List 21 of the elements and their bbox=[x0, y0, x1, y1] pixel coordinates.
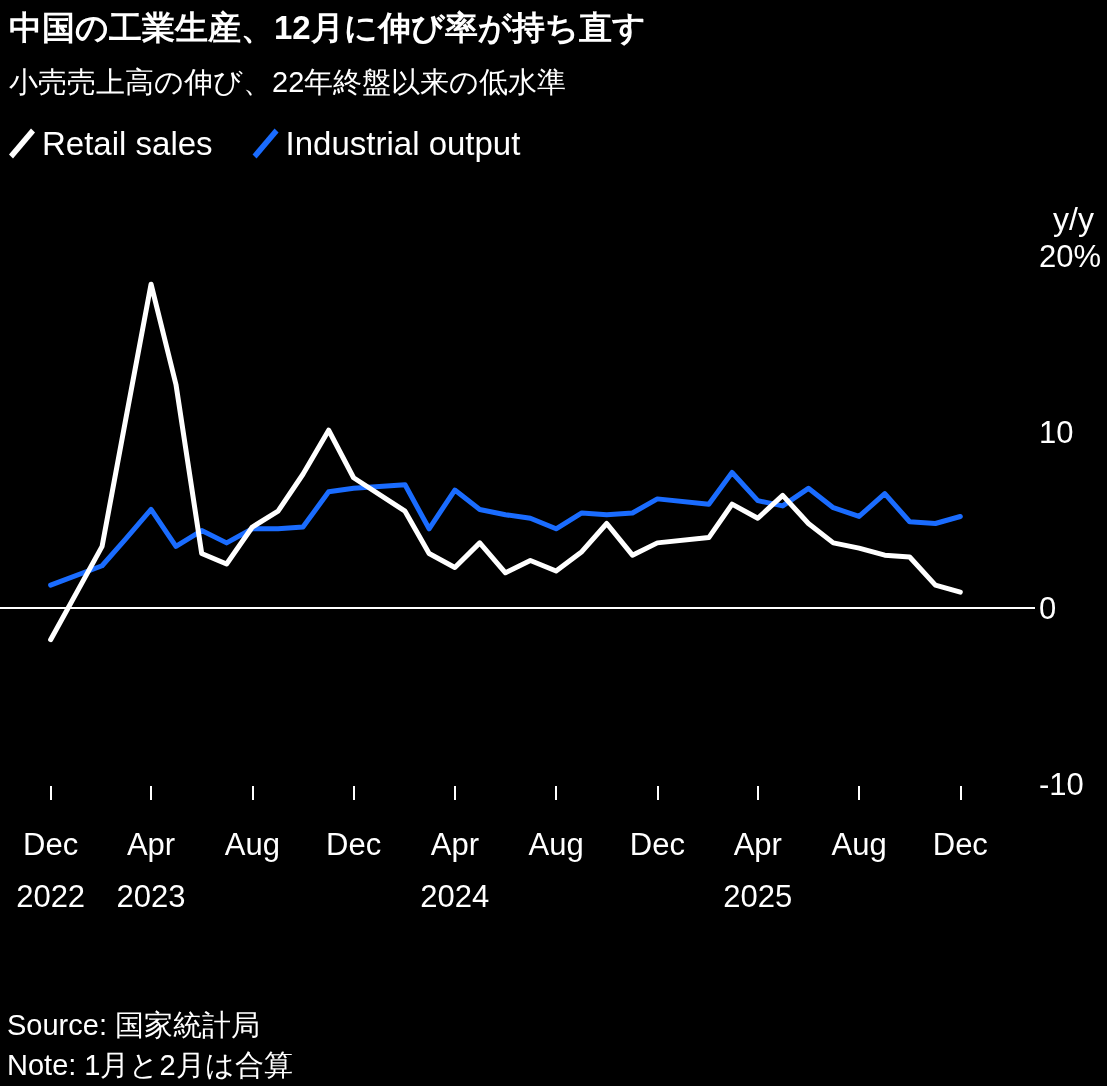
x-tick-label: Dec bbox=[932, 826, 988, 862]
x-tick-label: Aug bbox=[831, 826, 887, 862]
x-tick-label: Apr 2023 bbox=[116, 826, 186, 914]
y-tick-label: 20% bbox=[1039, 238, 1102, 274]
chart-title: 中国の工業生産、12月に伸び率が持ち直す bbox=[9, 9, 646, 46]
x-tick-label: Dec bbox=[629, 826, 685, 862]
x-tick-label: Dec bbox=[326, 826, 382, 862]
chart-subtitle: 小売売上高の伸び、22年終盤以来の低水準 bbox=[9, 65, 567, 98]
text: Note: 1月と2月は合算 bbox=[7, 1048, 293, 1081]
source-note: Source: 国家統計局 bbox=[7, 1008, 260, 1041]
x-tick-label: Aug bbox=[528, 826, 584, 862]
y-tick-label: -10 bbox=[1039, 766, 1084, 802]
x-tick-label: Aug bbox=[224, 826, 280, 862]
legend-label: Industrial output bbox=[285, 125, 521, 162]
legend-label: Retail sales bbox=[42, 125, 213, 162]
y-tick-label: 10 bbox=[1039, 414, 1074, 450]
x-tick-label: Apr 2024 bbox=[420, 826, 490, 914]
y-axis-title: y/y bbox=[1053, 201, 1094, 237]
x-tick-label: Dec 2022 bbox=[16, 826, 86, 914]
y-tick-label: 0 bbox=[1039, 590, 1057, 626]
x-tick-label: Apr 2025 bbox=[723, 826, 793, 914]
